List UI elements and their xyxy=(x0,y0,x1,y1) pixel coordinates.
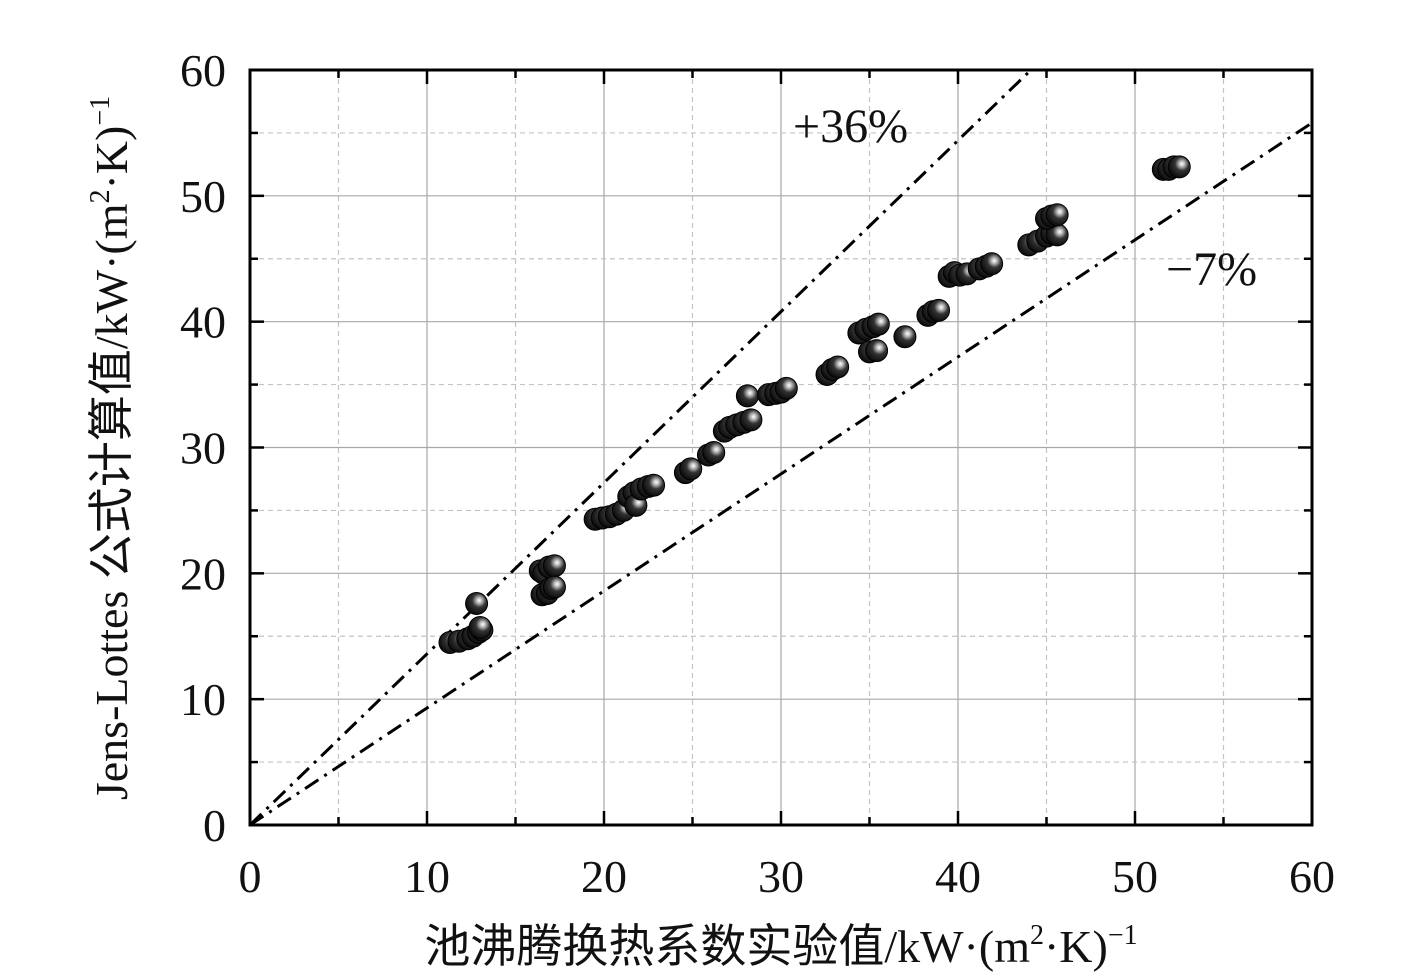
data-point-26 xyxy=(642,473,666,497)
y-tick-label-10: 10 xyxy=(180,674,226,725)
data-point-40 xyxy=(774,376,798,400)
y-tick-label-20: 20 xyxy=(180,548,226,599)
y-axis-title-sup1: 2 xyxy=(85,190,116,204)
data-point-68 xyxy=(1045,203,1069,227)
x-axis-title-sup2: −1 xyxy=(1108,920,1138,951)
reference-lines-layer xyxy=(250,70,1312,825)
x-tick-label-60: 60 xyxy=(1289,851,1335,902)
data-point-49 xyxy=(865,339,889,363)
y-tick-label-40: 40 xyxy=(180,297,226,348)
annotation-minus-7: −7% xyxy=(1166,243,1257,296)
tick-labels-layer: 0 10 20 30 40 50 60 0 10 20 30 40 50 60 xyxy=(180,45,1335,902)
data-point-6 xyxy=(468,615,492,639)
data-point-7 xyxy=(465,592,489,616)
data-point-15 xyxy=(542,575,566,599)
x-tick-label-50: 50 xyxy=(1112,851,1158,902)
data-point-11 xyxy=(542,554,566,578)
x-axis-title: 池沸腾换热系数实验值/kW·(m2·K)−1 xyxy=(424,920,1137,972)
reference-line-upper-bound xyxy=(250,70,1032,825)
x-tick-label-40: 40 xyxy=(935,851,981,902)
x-axis-title-main: 池沸腾换热系数实验值/kW·(m xyxy=(424,921,1030,972)
reference-line-lower-bound xyxy=(250,121,1312,825)
data-point-28 xyxy=(679,457,703,481)
y-tick-label-0: 0 xyxy=(203,800,226,851)
y-axis-title-main: Jens-Lottes 公式计算值/kW·(m xyxy=(86,203,137,800)
x-tick-label-30: 30 xyxy=(758,851,804,902)
data-points-layer xyxy=(438,155,1191,655)
data-point-72 xyxy=(1167,155,1191,179)
x-tick-label-10: 10 xyxy=(404,851,450,902)
y-axis-title-sup2: −1 xyxy=(85,96,116,126)
ticks-layer xyxy=(248,68,1314,827)
data-point-35 xyxy=(739,408,763,432)
data-point-43 xyxy=(826,355,850,379)
y-axis-title-mid: ·K) xyxy=(86,126,137,190)
grid-layer xyxy=(250,70,1312,825)
data-point-36 xyxy=(735,384,759,408)
y-tick-label-60: 60 xyxy=(180,45,226,96)
data-point-47 xyxy=(866,312,890,336)
x-axis-title-mid: ·K) xyxy=(1044,921,1108,972)
y-tick-label-50: 50 xyxy=(180,171,226,222)
x-tick-label-0: 0 xyxy=(239,851,262,902)
y-axis-title: Jens-Lottes 公式计算值/kW·(m2·K)−1 xyxy=(85,96,137,800)
data-point-60 xyxy=(980,252,1004,276)
data-point-50 xyxy=(893,325,917,349)
data-point-53 xyxy=(927,298,951,322)
x-tick-label-20: 20 xyxy=(581,851,627,902)
annotation-plus-36: +36% xyxy=(793,100,908,153)
y-tick-label-30: 30 xyxy=(180,423,226,474)
x-axis-title-sup1: 2 xyxy=(1030,920,1044,951)
data-point-30 xyxy=(702,441,726,465)
